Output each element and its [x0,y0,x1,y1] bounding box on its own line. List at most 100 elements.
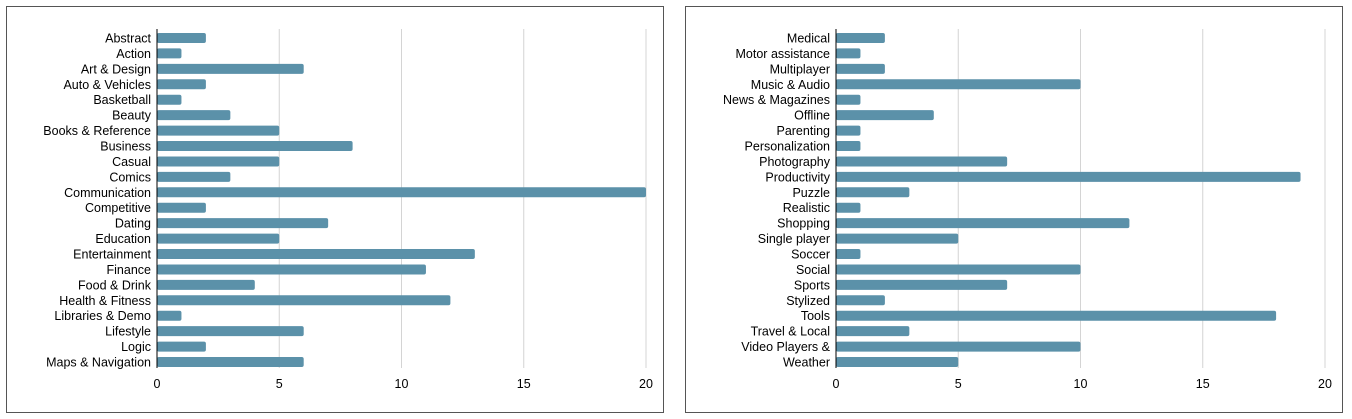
bar [836,341,1081,352]
bar [157,33,206,43]
category-label: Dating [115,217,151,231]
bar [836,295,885,306]
category-label: Art & Design [81,62,151,76]
category-label: Medical [787,32,830,46]
bar [836,94,861,105]
x-tick-label: 5 [955,377,962,391]
bar [157,202,206,213]
category-label: Video Players & [741,340,830,354]
bar [836,310,1277,321]
category-label: Casual [112,155,151,169]
bar [157,141,353,152]
category-label: Education [95,232,151,246]
bar [836,357,959,368]
chart-panel-right: Medical Motor assistance Multiplayer Music … [685,6,1343,413]
category-label: Business [100,140,151,154]
bar [157,249,475,260]
x-tick-label: 10 [395,377,409,391]
x-tick-label: 15 [1196,377,1210,391]
bar [836,218,1130,229]
category-label: Puzzle [792,186,830,200]
bar [157,110,231,121]
bar [836,264,1081,275]
bar [836,110,934,121]
bar [836,202,861,213]
bar [157,357,304,368]
category-label: Books & Reference [43,124,151,138]
x-tick-label: 20 [1318,377,1332,391]
category-label: News & Magazines [723,93,830,107]
bar [157,310,182,321]
category-label: Entertainment [73,248,151,262]
category-label: Action [116,47,151,61]
category-label: Realistic [783,201,830,215]
category-label: Stylized [786,294,830,308]
x-tick-label: 0 [833,377,840,391]
bar [157,279,255,290]
category-label: Maps & Navigation [46,356,151,370]
category-label: Soccer [791,248,830,262]
category-label: Competitive [85,201,151,215]
category-label: Food & Drink [78,278,152,292]
category-label: Multiplayer [770,62,830,76]
bar [836,187,910,198]
chart-panel-left: Abstract Action Art & Design Auto & Vehicle… [6,6,664,413]
bar [157,48,182,59]
x-tick-label: 20 [639,377,653,391]
category-label: Sports [794,278,830,292]
category-label: Personalization [745,140,831,154]
bar [836,171,1301,182]
x-tick-label: 5 [276,377,283,391]
category-label: Shopping [777,217,830,231]
bar [836,141,861,152]
bar [157,218,329,229]
bar [836,326,910,337]
bar [157,295,451,306]
bar [157,63,304,74]
category-label: Basketball [93,93,151,107]
category-label: Lifestyle [105,325,151,339]
category-label: Photography [759,155,831,169]
category-label: Music & Audio [751,78,830,92]
category-label: Social [796,263,830,277]
category-label: Auto & Vehicles [63,78,151,92]
bar [157,156,280,167]
bar [157,326,304,337]
category-label: Communication [64,186,151,200]
bar [157,79,206,90]
bar [836,63,885,74]
bar [157,171,231,182]
category-label: Productivity [765,170,830,184]
category-label: Health & Fitness [59,294,151,308]
category-label: Comics [109,170,151,184]
category-label: Libraries & Demo [54,309,151,323]
bar [836,125,861,136]
bar [836,233,959,244]
bar [157,125,280,136]
x-tick-label: 0 [154,377,161,391]
bar [836,33,885,43]
bar [836,249,861,260]
x-tick-label: 15 [517,377,531,391]
category-label: Travel & Local [751,325,830,339]
x-tick-label: 10 [1074,377,1088,391]
bar [157,94,182,105]
bar [836,79,1081,90]
category-label: Tools [801,309,830,323]
category-label: Logic [121,340,151,354]
bar [836,48,861,59]
category-label: Beauty [112,109,152,123]
bar [157,341,206,352]
category-label: Single player [758,232,830,246]
category-label: Parenting [776,124,830,138]
category-label: Motor assistance [736,47,831,61]
bar [157,233,280,244]
bar [836,156,1008,167]
bar [836,279,1008,290]
category-label: Offline [794,109,830,123]
bar [157,187,646,198]
category-label: Finance [107,263,152,277]
bar [157,264,426,275]
